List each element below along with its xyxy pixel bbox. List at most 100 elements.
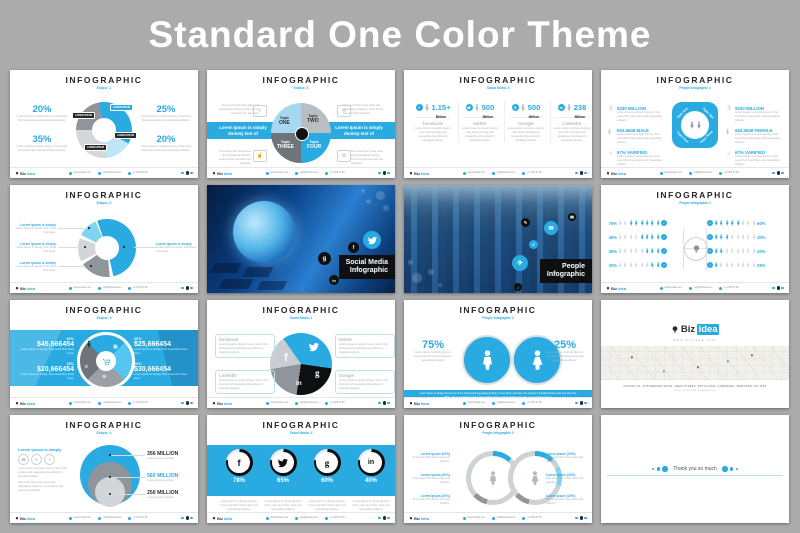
email-icon [689, 286, 693, 290]
footer-email: mail@bizidea.com [295, 401, 318, 405]
person-icon [731, 234, 734, 240]
slide-title: INFOGRAPHIC [459, 75, 537, 85]
footer-brand-prefix: Biz [414, 400, 420, 406]
page-title: Standard One Color Theme [148, 14, 652, 55]
row-badge-icon: ✓ [661, 248, 668, 254]
basket-icon: ✉ [544, 221, 558, 235]
footer-page-dots [378, 401, 390, 405]
stat-block: 20% Lorem Ipsum is simply dummy, First Le… [141, 134, 191, 152]
lightbulb-icon [684, 237, 708, 261]
footer-page-dots [378, 516, 390, 520]
footer-brand-suffix: idea [27, 285, 36, 291]
footer-website: www.bizidea.com [68, 516, 91, 520]
ring-item-google: g 60% [309, 449, 345, 484]
person-icon [624, 248, 627, 254]
corner-text: First Level Text Goes Here and typesetti… [351, 150, 383, 165]
stat-row: ✓ 67% VARIFIED Lorem Ipsum is simply dummy… [608, 150, 662, 166]
stat-row: $ $330 MILLION Lorem Ipsum is simply dummy… [725, 106, 783, 123]
slide-7-people-photo: People Infographic ✈ ✉ ✔ ✎ ▮▮ ♪ [404, 185, 592, 293]
person-icon [656, 248, 660, 254]
stat-block: 25% Lorem Ipsum is simply dummy, First Le… [141, 104, 191, 122]
people-percentage-row: ✓ 20% [707, 248, 766, 254]
footer-page-dots [181, 401, 193, 405]
star-icon: ✦ [44, 454, 55, 465]
google-icon: g [315, 368, 320, 378]
linkedin-icon: in [329, 275, 339, 285]
social-column-google: S 500 Million Google Lorem Ipsum is simply… [504, 101, 547, 143]
pencil-icon: ✎ [521, 218, 530, 227]
phone-icon [522, 401, 526, 405]
footer-website: www.bizidea.com [68, 286, 91, 290]
speech-bubble: LOREM IPSUM [110, 104, 133, 111]
slide-footer: Biz idea www.bizidea.com mail@bizidea.com… [10, 167, 198, 178]
person-icon [635, 262, 638, 268]
check-icon: ✓ [726, 151, 732, 157]
bulb-icon [606, 286, 610, 290]
footer-brand-suffix: idea [224, 515, 233, 521]
email-icon [492, 516, 496, 520]
person-icon [720, 234, 723, 240]
person-icon [725, 262, 729, 268]
phone-icon [719, 286, 723, 290]
person-icon [651, 220, 654, 226]
person-icon [736, 248, 739, 254]
slide-8-people-percentage-rows: INFOGRAPHIC People Infographic 4 75% ✓ 45% ✓… [601, 185, 789, 293]
person-icon [624, 220, 627, 226]
people-percentage-row: 20% ✓ [608, 262, 668, 268]
facebook-icon: f [284, 352, 288, 364]
footer-brand-prefix: Biz [414, 515, 420, 521]
address-line-2: Phone: +1234 567 890 | mail@bizidea.com [674, 390, 716, 392]
callout-label: Lorem Ipsum is simply Lorem Ipsum is simp… [15, 242, 56, 253]
footer-phone: +1 2345 67 89 [325, 171, 345, 175]
person-icon [640, 220, 643, 226]
footer-brand-suffix: idea [27, 170, 36, 176]
stat-block: 20% Lorem Ipsum is simply dummy, First Le… [17, 104, 67, 122]
linkedin-icon: in [360, 451, 382, 474]
row-badge-icon: ✓ [707, 262, 713, 268]
footer-website: www.bizidea.com [265, 171, 288, 175]
left-text-block: Lorem Ipsum is simply ☎ ✉ ✦ Lorem Ipsum … [18, 447, 67, 492]
footer-brand-logo: Biz idea [409, 516, 429, 521]
slide-subtitle: People Infographic 3 [482, 431, 514, 435]
brand-wordmark: twitter [463, 117, 497, 126]
footer-page-dots [181, 171, 193, 175]
money-stat: 40% $45,666454 Lorem Ipsum is simply, Firs… [20, 337, 74, 355]
slide-1-eclipse-donut: INFOGRAPHIC Eclipse, 1 LOREM IPSUM LOREM … [10, 70, 198, 178]
money-pie-chart [77, 332, 135, 390]
person-icon [736, 220, 739, 226]
footer-email: mail@bizidea.com [689, 171, 712, 175]
person-icon [747, 248, 750, 254]
person-icon [656, 234, 660, 240]
row-badge-icon: ✓ [707, 248, 713, 254]
people-percentage-row: 30% ✓ [608, 248, 668, 254]
footer-website: www.bizidea.com [265, 401, 288, 405]
footer-website: www.bizidea.com [462, 171, 485, 175]
check-icon: ✔ [529, 240, 538, 249]
person-icon [629, 262, 633, 268]
speech-bubble: LOREM IPSUM [84, 144, 107, 151]
slide-4-people-infographic: INFOGRAPHIC People Infographic 2 Topic On… [601, 70, 789, 178]
facebook-icon: f [415, 104, 423, 111]
slide-title: INFOGRAPHIC [65, 420, 143, 430]
person-icon [624, 234, 627, 240]
slide-subtitle: Eclipse, 5 [293, 86, 309, 90]
music-icon: ♪ [514, 283, 522, 291]
footer-brand-logo: Biz idea [15, 286, 35, 291]
twitter-icon [465, 104, 473, 111]
bulb-icon [212, 171, 216, 175]
website-icon [68, 171, 72, 175]
ring-label: Lorem Ipsum (20%) First Level Text Goes H… [413, 473, 450, 484]
slide-grid: INFOGRAPHIC Eclipse, 1 LOREM IPSUM LOREM … [10, 70, 789, 523]
footer-website: www.bizidea.com [68, 171, 91, 175]
slide-footer: Biz idea www.bizidea.com mail@bizidea.com… [404, 512, 592, 523]
twitter-icon [309, 342, 319, 352]
people-rows-left: 75% ✓ 45% ✓ 30% ✓ 20% ✓ [607, 216, 683, 272]
footer-brand-logo: Biz idea [212, 401, 232, 406]
row-badge-icon: ✓ [707, 234, 713, 240]
phone-icon [128, 516, 132, 520]
brand-card: LinkedIn Lorem Ipsum is simply dummy text… [215, 370, 275, 394]
email-icon [492, 401, 496, 405]
facebook-icon: f [228, 451, 250, 474]
slide-subtitle: People Infographic 2 [679, 86, 711, 90]
slide-title: INFOGRAPHIC [459, 420, 537, 430]
